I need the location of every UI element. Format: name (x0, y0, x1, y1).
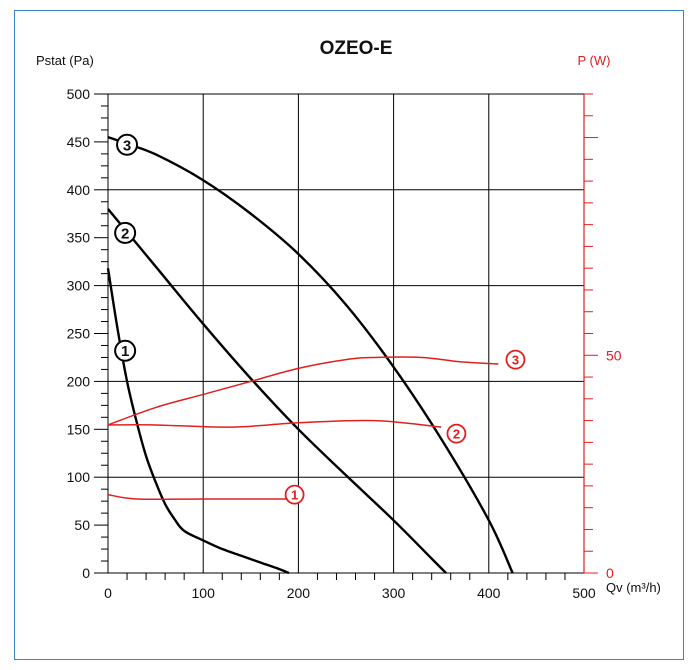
y-tick-label: 250 (67, 326, 91, 342)
power-curve-2 (107, 419, 442, 428)
x-tick-label: 100 (192, 585, 216, 601)
y-tick-label: 450 (67, 134, 91, 150)
pressure-curve-1 (106, 268, 290, 575)
y-axis: 0 50 100 150 200 250 300 350 400 450 500 (67, 86, 108, 581)
pressure-curve-label-marker-2 (114, 221, 137, 244)
y-tick-label: 300 (67, 278, 91, 294)
power-curve-label-3: 3 (512, 353, 519, 368)
chart-title: OZEO-E (320, 38, 393, 59)
y-tick-label: 100 (67, 469, 91, 485)
y-tick-label: 50 (74, 517, 90, 533)
power-curve-label-marker-3 (505, 349, 526, 370)
y2-axis-label: P (W) (578, 53, 611, 68)
pressure-curve-label-marker-3 (116, 133, 139, 156)
power-curve-3 (107, 356, 499, 426)
y2-axis: 0 50 (583, 93, 622, 581)
x-tick-label: 200 (287, 585, 311, 601)
pressure-curve-label-3: 3 (123, 137, 131, 154)
power-curve-label-2: 2 (453, 427, 460, 442)
pressure-curve-label-marker-1 (114, 339, 137, 362)
curve-labels: 1 2 3 1 2 3 (114, 133, 526, 505)
pressure-curve-2 (107, 208, 447, 574)
x-axis-label: Qv (m³/h) (606, 580, 661, 595)
y-axis-label: Pstat (Pa) (36, 53, 94, 68)
chart-frame (14, 10, 684, 660)
pressure-curve-label-2: 2 (121, 225, 129, 242)
pressure-curve-label-1: 1 (121, 343, 129, 360)
y-tick-label: 500 (67, 86, 91, 102)
y-tick-label: 150 (67, 421, 91, 437)
power-curve-label-1: 1 (291, 488, 298, 503)
x-tick-label: 400 (477, 585, 501, 601)
power-curve-label-marker-1 (284, 484, 305, 505)
power-curve-1 (107, 493, 289, 501)
curves (106, 135, 514, 575)
y2-tick-label: 50 (606, 347, 622, 363)
x-axis: 0 100 200 300 400 500 (104, 573, 596, 601)
x-tick-label: 300 (382, 585, 406, 601)
pressure-curve-3 (107, 135, 514, 574)
y-tick-label: 350 (67, 230, 91, 246)
x-tick-label: 0 (104, 585, 112, 601)
y2-tick-label: 0 (606, 565, 614, 581)
y-tick-label: 200 (67, 373, 91, 389)
y-tick-label: 0 (82, 565, 90, 581)
x-tick-label: 500 (572, 585, 596, 601)
y-tick-label: 400 (67, 182, 91, 198)
power-curve-label-marker-2 (446, 423, 467, 444)
